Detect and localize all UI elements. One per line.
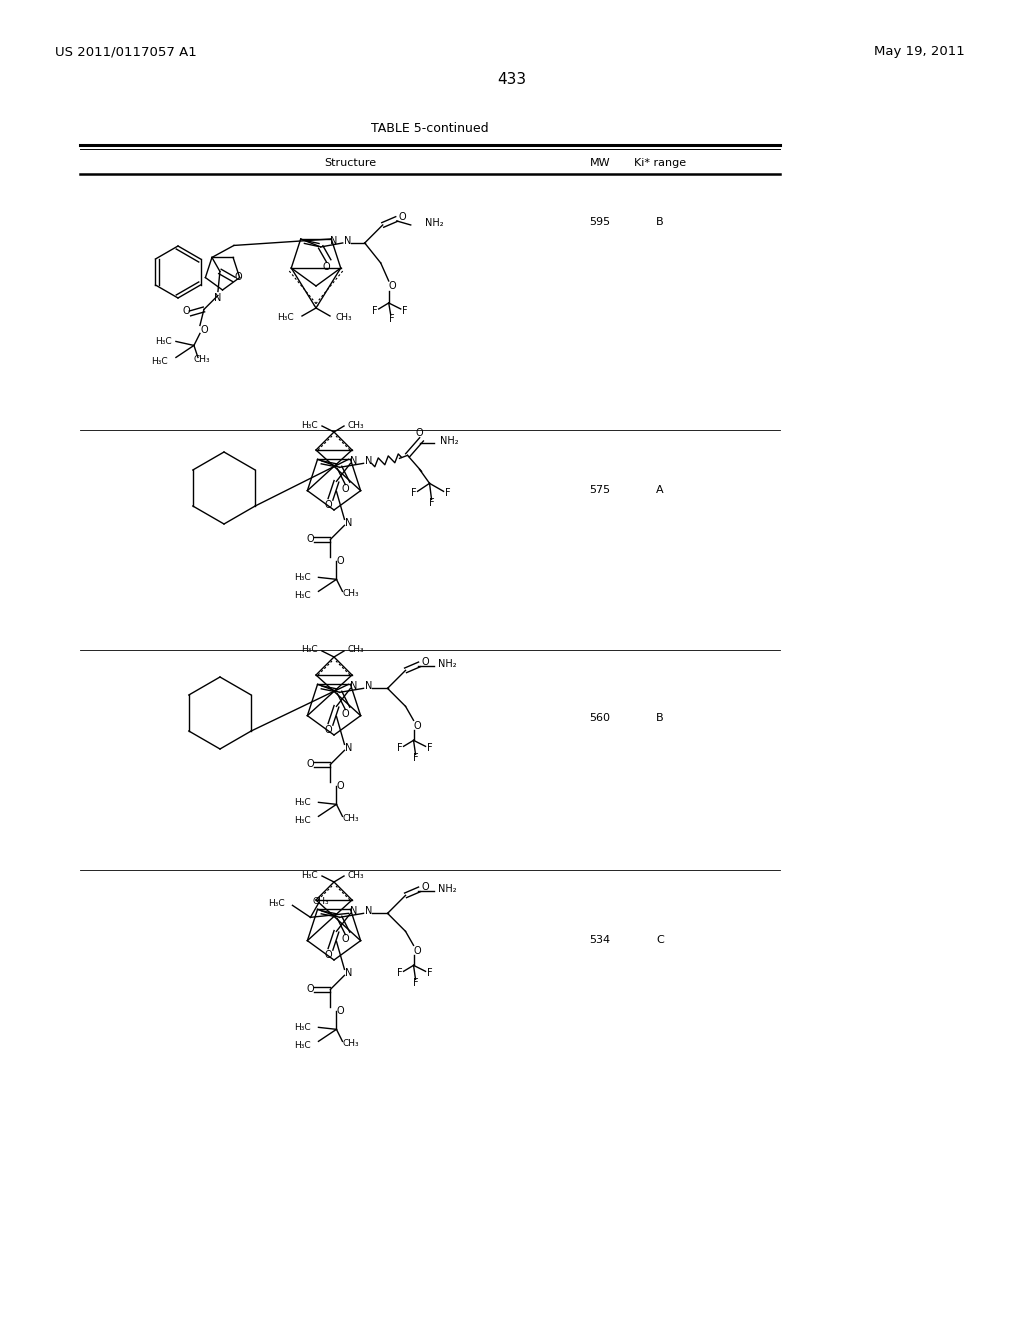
Text: O: O <box>337 556 344 566</box>
Text: 433: 433 <box>498 73 526 87</box>
Text: 534: 534 <box>590 935 610 945</box>
Text: O: O <box>342 484 349 495</box>
Text: Ki* range: Ki* range <box>634 158 686 168</box>
Text: C: C <box>656 935 664 945</box>
Text: N: N <box>345 519 352 528</box>
Text: H₃C: H₃C <box>152 356 168 366</box>
Text: NH₂: NH₂ <box>425 218 443 228</box>
Text: F: F <box>427 969 432 978</box>
Text: N: N <box>350 457 357 466</box>
Text: N: N <box>330 236 337 246</box>
Text: F: F <box>413 754 419 763</box>
Text: H₃C: H₃C <box>294 573 310 582</box>
Text: O: O <box>414 946 421 957</box>
Text: O: O <box>414 721 421 731</box>
Text: 560: 560 <box>590 713 610 723</box>
Text: 595: 595 <box>590 216 610 227</box>
Text: F: F <box>389 314 394 323</box>
Text: H₃C: H₃C <box>294 591 310 599</box>
Text: O: O <box>325 726 332 735</box>
Text: O: O <box>416 429 423 438</box>
Text: N: N <box>350 907 357 916</box>
Text: F: F <box>401 306 408 315</box>
Text: O: O <box>182 306 189 317</box>
Text: H₃C: H₃C <box>301 870 318 879</box>
Text: O: O <box>422 882 429 892</box>
Text: O: O <box>337 1006 344 1016</box>
Text: NH₂: NH₂ <box>440 437 459 446</box>
Text: N: N <box>344 236 351 246</box>
Text: O: O <box>337 781 344 792</box>
Text: N: N <box>345 969 352 978</box>
Text: O: O <box>422 657 429 668</box>
Text: O: O <box>389 281 396 290</box>
Text: H₃C: H₃C <box>294 816 310 825</box>
Text: O: O <box>306 985 314 994</box>
Text: CH₃: CH₃ <box>342 1039 358 1048</box>
Text: H₃C: H₃C <box>301 645 318 655</box>
Text: O: O <box>342 709 349 719</box>
Text: H₃C: H₃C <box>294 1023 310 1032</box>
Text: CH₃: CH₃ <box>336 314 352 322</box>
Text: F: F <box>429 499 434 508</box>
Text: F: F <box>411 488 417 499</box>
Text: TABLE 5-continued: TABLE 5-continued <box>371 121 488 135</box>
Text: CH₃: CH₃ <box>348 421 365 429</box>
Text: Structure: Structure <box>324 158 376 168</box>
Text: O: O <box>306 759 314 770</box>
Text: H₃C: H₃C <box>278 314 294 322</box>
Text: F: F <box>413 978 419 989</box>
Text: CH₃: CH₃ <box>342 814 358 822</box>
Text: CH₃: CH₃ <box>342 589 358 598</box>
Text: O: O <box>325 500 332 511</box>
Text: F: F <box>372 306 378 315</box>
Text: O: O <box>234 272 242 282</box>
Text: N: N <box>365 457 373 466</box>
Text: O: O <box>200 326 208 335</box>
Text: CH₃: CH₃ <box>348 870 365 879</box>
Text: F: F <box>396 969 402 978</box>
Text: H₃C: H₃C <box>156 337 172 346</box>
Text: CH₃: CH₃ <box>312 896 329 906</box>
Text: US 2011/0117057 A1: US 2011/0117057 A1 <box>55 45 197 58</box>
Text: NH₂: NH₂ <box>438 884 457 895</box>
Text: CH₃: CH₃ <box>194 355 210 364</box>
Text: F: F <box>444 488 451 499</box>
Text: O: O <box>342 935 349 944</box>
Text: O: O <box>325 950 332 961</box>
Text: 575: 575 <box>590 484 610 495</box>
Text: May 19, 2011: May 19, 2011 <box>874 45 965 58</box>
Text: O: O <box>323 261 331 272</box>
Text: CH₃: CH₃ <box>348 645 365 655</box>
Text: H₃C: H₃C <box>294 1041 310 1049</box>
Text: H₃C: H₃C <box>294 797 310 807</box>
Text: A: A <box>656 484 664 495</box>
Text: F: F <box>396 743 402 754</box>
Text: F: F <box>427 743 432 754</box>
Text: O: O <box>306 535 314 544</box>
Text: MW: MW <box>590 158 610 168</box>
Text: N: N <box>365 681 373 692</box>
Text: N: N <box>214 293 221 304</box>
Text: NH₂: NH₂ <box>438 660 457 669</box>
Text: B: B <box>656 216 664 227</box>
Text: N: N <box>345 743 352 754</box>
Text: N: N <box>365 907 373 916</box>
Text: B: B <box>656 713 664 723</box>
Text: N: N <box>350 681 357 692</box>
Text: H₃C: H₃C <box>301 421 318 429</box>
Text: H₃C: H₃C <box>268 899 285 908</box>
Text: O: O <box>399 213 407 222</box>
